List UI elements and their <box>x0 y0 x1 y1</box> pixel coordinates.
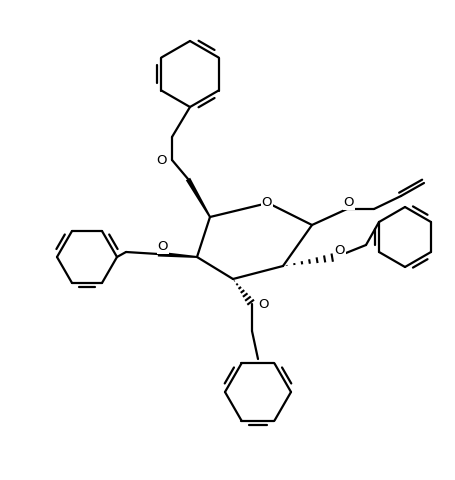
Text: O: O <box>157 240 168 253</box>
Polygon shape <box>157 252 197 258</box>
Text: O: O <box>261 196 272 209</box>
Polygon shape <box>186 179 210 218</box>
Text: O: O <box>334 244 344 257</box>
Text: O: O <box>343 196 354 209</box>
Text: O: O <box>258 298 268 311</box>
Text: O: O <box>157 154 167 167</box>
